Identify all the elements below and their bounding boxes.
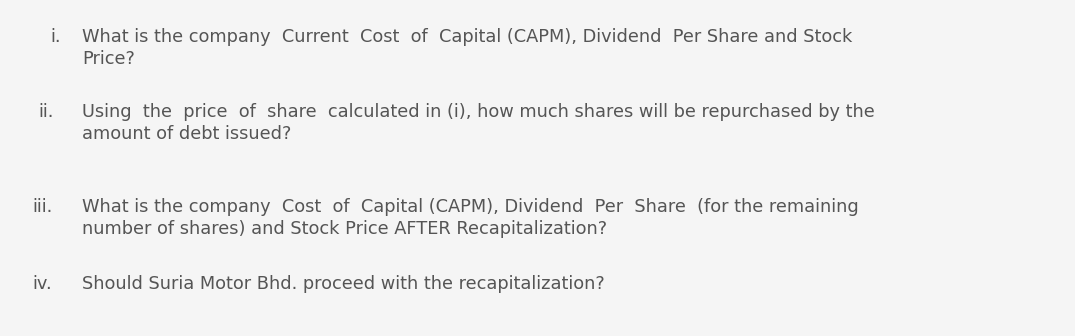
Text: amount of debt issued?: amount of debt issued?: [82, 125, 291, 143]
Text: i.: i.: [51, 28, 60, 46]
Text: Using  the  price  of  share  calculated in (i), how much shares will be repurch: Using the price of share calculated in (…: [82, 103, 875, 121]
Text: Price?: Price?: [82, 50, 134, 68]
Text: iii.: iii.: [32, 198, 53, 216]
Text: What is the company  Current  Cost  of  Capital (CAPM), Dividend  Per Share and : What is the company Current Cost of Capi…: [82, 28, 852, 46]
Text: What is the company  Cost  of  Capital (CAPM), Dividend  Per  Share  (for the re: What is the company Cost of Capital (CAP…: [82, 198, 859, 216]
Text: ii.: ii.: [38, 103, 54, 121]
Text: Should Suria Motor Bhd. proceed with the recapitalization?: Should Suria Motor Bhd. proceed with the…: [82, 275, 605, 293]
Text: number of shares) and Stock Price AFTER Recapitalization?: number of shares) and Stock Price AFTER …: [82, 220, 607, 238]
Text: iv.: iv.: [32, 275, 52, 293]
